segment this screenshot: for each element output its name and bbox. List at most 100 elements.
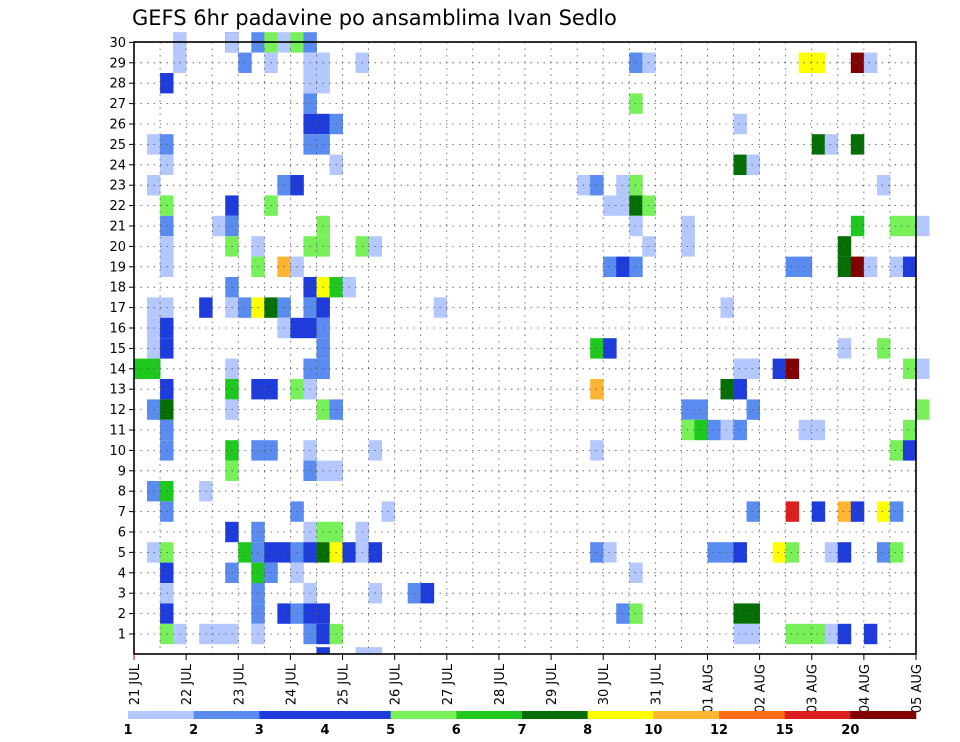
heatmap-cell <box>707 542 721 563</box>
chart-title: GEFS 6hr padavine po ansamblima Ivan Sed… <box>132 6 617 30</box>
heatmap-cell <box>785 623 800 645</box>
heatmap-cell <box>733 542 747 563</box>
heatmap-cell <box>837 542 852 563</box>
y-tick-label: 12 <box>109 403 126 418</box>
heatmap-cell <box>772 358 787 379</box>
heatmap-cell <box>811 134 826 155</box>
x-tick-label: 27 JUL <box>441 663 456 705</box>
x-tick-label: 21 JUL <box>128 663 143 705</box>
legend-swatch <box>193 711 260 719</box>
y-tick-label: 29 <box>109 56 126 71</box>
heatmap-cell <box>811 419 826 441</box>
y-tick-label: 26 <box>109 118 126 133</box>
heatmap-cell <box>733 603 747 624</box>
heatmap-cell <box>837 236 852 257</box>
heatmap-cell <box>733 154 747 175</box>
x-tick-label: 29 JUL <box>545 663 560 705</box>
heatmap-cell <box>889 256 904 277</box>
heatmap-cell <box>902 440 917 461</box>
heatmap-cell <box>850 134 865 155</box>
legend-label: 15 <box>776 723 794 738</box>
heatmap-cell <box>681 215 695 237</box>
legend-label: 2 <box>189 723 198 738</box>
y-tick-label: 24 <box>109 158 126 173</box>
x-tick-label: 22 JUL <box>180 663 195 705</box>
heatmap-cell <box>902 256 917 277</box>
heatmap-cell <box>746 358 760 379</box>
heatmap-cell <box>642 236 656 257</box>
heatmap-cell <box>798 623 813 645</box>
y-tick-label: 6 <box>118 526 126 541</box>
heatmap-cell <box>850 501 865 522</box>
heatmap-cell <box>916 399 930 420</box>
y-tick-label: 8 <box>118 485 126 500</box>
heatmap-cell <box>681 236 695 257</box>
heatmap-cell <box>733 113 747 135</box>
heatmap-cell <box>916 358 930 379</box>
heatmap-cell <box>850 52 865 73</box>
heatmap-cell <box>681 399 695 420</box>
heatmap-cell <box>720 297 734 318</box>
legend-swatch <box>259 711 326 719</box>
heatmap-cell <box>876 338 891 359</box>
y-tick-label: 22 <box>109 199 126 214</box>
x-axis: 21 JUL 22 JUL 23 JUL 24 JUL 25 JUL 26 JUL 27 J… <box>128 654 925 713</box>
y-tick-label: 20 <box>109 240 126 255</box>
y-tick-label: 16 <box>109 322 126 337</box>
x-tick-label: 30 JUL <box>597 663 612 705</box>
heatmap-cell <box>746 623 760 645</box>
heatmap-cell <box>681 419 695 441</box>
heatmap-cell <box>902 215 917 237</box>
heatmap-cell <box>902 419 917 441</box>
y-tick-label: 5 <box>118 546 126 561</box>
y-tick-label: 3 <box>118 587 126 602</box>
y-tick-label: 19 <box>109 260 126 275</box>
heatmap-cell <box>850 215 865 237</box>
legend-label: 12 <box>710 723 728 738</box>
legend-swatch <box>325 711 391 719</box>
heatmap-cell <box>707 419 721 441</box>
heatmap-cell <box>733 379 747 400</box>
heatmap-cell <box>837 338 852 359</box>
heatmap-cell <box>746 154 760 175</box>
y-tick-label: 7 <box>118 505 126 520</box>
legend-swatch <box>587 711 654 719</box>
y-tick-label: 28 <box>109 77 126 92</box>
y-tick-label: 27 <box>109 97 126 112</box>
x-tick-label: 05 AUG <box>910 664 925 713</box>
heatmap-cell <box>824 623 839 645</box>
y-tick-label: 15 <box>109 342 126 357</box>
legend-label: 6 <box>452 723 461 738</box>
x-tick-label: 25 JUL <box>337 663 352 705</box>
heatmap-cell <box>876 501 891 522</box>
y-tick-label: 21 <box>109 220 126 235</box>
heatmap-cell <box>720 542 734 563</box>
legend-swatch <box>522 711 588 719</box>
x-tick-label: 03 AUG <box>806 664 821 713</box>
y-tick-label: 14 <box>109 362 126 377</box>
x-tick-label: 02 AUG <box>754 664 769 713</box>
y-tick-label: 13 <box>109 383 126 398</box>
heatmap-cell <box>837 501 852 522</box>
legend-swatch <box>128 711 194 719</box>
legend-label: 5 <box>386 723 395 738</box>
x-tick-label: 28 JUL <box>493 663 508 705</box>
heatmap-cell <box>316 647 330 654</box>
heatmap-cell <box>785 542 800 563</box>
y-tick-label: 30 <box>109 36 126 51</box>
heatmap-cell <box>733 623 747 645</box>
heatmap-cells <box>134 32 930 654</box>
heatmap-cell <box>694 399 708 420</box>
heatmap-cell <box>811 623 826 645</box>
y-tick-label: 10 <box>109 444 126 459</box>
legend-label: 3 <box>255 723 264 738</box>
x-tick-label: 04 AUG <box>858 664 873 713</box>
x-tick-label: 31 JUL <box>649 663 664 705</box>
heatmap-cell <box>720 419 734 441</box>
heatmap-cell <box>772 542 787 563</box>
heatmap-cell <box>876 175 891 196</box>
legend-label: 20 <box>841 723 859 738</box>
y-tick-label: 25 <box>109 138 126 153</box>
y-tick-label: 4 <box>118 566 126 581</box>
y-tick-label: 23 <box>109 179 126 194</box>
